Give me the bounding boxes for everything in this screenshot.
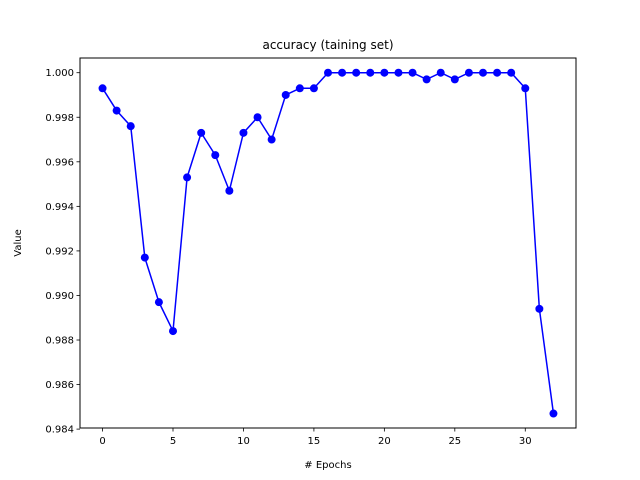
data-point [450, 75, 459, 84]
data-point [112, 106, 121, 115]
y-tick-label: 1.000 [45, 68, 74, 79]
data-point [281, 90, 290, 99]
data-point [408, 68, 417, 77]
plot-area [98, 68, 558, 418]
data-point [366, 68, 375, 77]
data-point [183, 173, 192, 182]
x-tick-label: 15 [308, 436, 321, 447]
y-tick-label: 0.996 [45, 157, 74, 168]
data-point [338, 68, 347, 77]
data-point [464, 68, 473, 77]
x-tick-label: 10 [237, 436, 250, 447]
x-tick-label: 25 [448, 436, 461, 447]
series-line [101, 71, 555, 414]
data-point [309, 84, 318, 93]
data-point [394, 68, 403, 77]
data-point [253, 113, 262, 122]
x-axis-label: # Epochs [304, 460, 351, 471]
y-axis: 0.984 0.986 0.988 0.990 0.992 0.994 0.996 0.998… [45, 68, 80, 436]
y-tick-label: 0.994 [45, 202, 74, 213]
y-tick-label: 0.988 [45, 336, 74, 347]
data-point [239, 128, 248, 137]
data-point [521, 84, 530, 93]
x-tick-label: 20 [378, 436, 391, 447]
data-point [493, 68, 502, 77]
data-point [549, 409, 558, 418]
x-tick-label: 0 [99, 436, 105, 447]
data-point [295, 84, 304, 93]
data-point [98, 84, 107, 93]
y-axis-label: Value [13, 229, 24, 256]
data-point [140, 253, 149, 262]
data-point [225, 186, 234, 195]
data-point [380, 68, 389, 77]
data-point [507, 68, 516, 77]
x-tick-label: 5 [170, 436, 176, 447]
y-tick-label: 0.984 [45, 425, 74, 436]
chart-title: accuracy (taining set) [262, 38, 393, 52]
data-point [154, 298, 163, 307]
y-tick-label: 0.990 [45, 291, 74, 302]
y-tick-label: 0.998 [45, 113, 74, 124]
y-tick-label: 0.986 [45, 380, 74, 391]
data-point [436, 68, 445, 77]
data-point [126, 122, 135, 131]
data-point [197, 128, 206, 137]
data-point [479, 68, 487, 77]
data-point [352, 68, 361, 77]
plot-frame [79, 57, 577, 429]
x-tick-label: 30 [519, 436, 532, 447]
data-point [211, 151, 220, 160]
y-tick-label: 0.992 [45, 246, 74, 257]
data-point [535, 304, 544, 313]
x-axis: 0 5 10 15 20 25 30 [99, 428, 532, 447]
data-point [324, 68, 332, 77]
data-point [422, 75, 431, 84]
data-point [169, 327, 177, 336]
data-point [267, 135, 276, 144]
